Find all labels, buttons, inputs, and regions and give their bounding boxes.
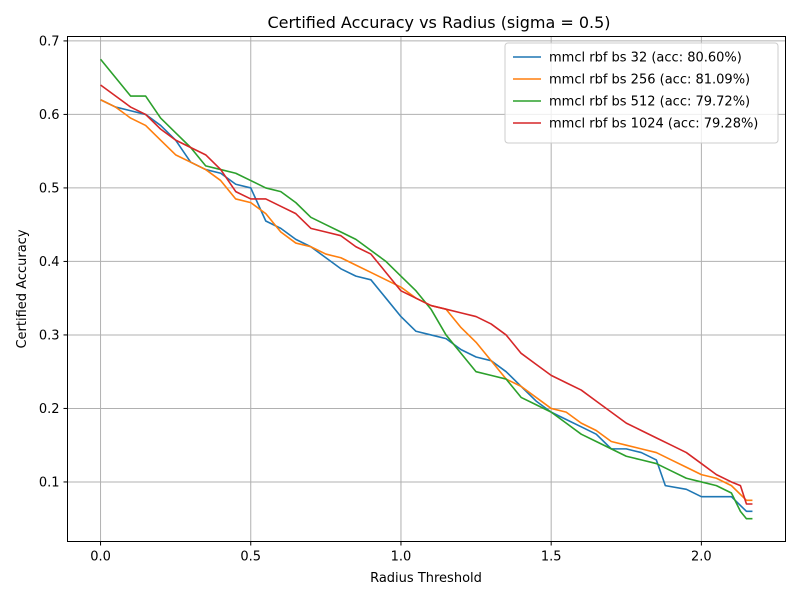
y-tick-label: 0.6 [39, 108, 60, 123]
x-tick-label: 1.0 [391, 550, 412, 565]
y-tick-label: 0.4 [39, 255, 60, 270]
legend-label: mmcl rbf bs 1024 (acc: 79.28%) [549, 117, 758, 132]
series-line-3 [99, 58, 753, 520]
x-tick-label: 0.0 [90, 550, 111, 565]
series-line-1 [100, 99, 753, 513]
x-tick-label: 2.0 [691, 550, 712, 565]
x-tick-label: 1.5 [541, 550, 562, 565]
legend-label: mmcl rbf bs 512 (acc: 79.72%) [549, 95, 750, 110]
y-tick-label: 0.3 [39, 328, 60, 343]
legend: mmcl rbf bs 32 (acc: 80.60%) mmcl rbf bs … [504, 42, 779, 144]
y-tick-label: 0.1 [39, 475, 60, 490]
legend-label: mmcl rbf bs 256 (acc: 81.09%) [549, 73, 750, 88]
x-axis-label: Radius Threshold [370, 571, 482, 586]
series-line-4 [100, 84, 753, 505]
legend-label: mmcl rbf bs 32 (acc: 80.60%) [549, 51, 742, 66]
plot-frame [67, 36, 786, 542]
series-layer [99, 58, 753, 520]
y-tick-label: 0.7 [39, 34, 60, 49]
x-axis: 0.0 0.5 1.0 1.5 2.0 [90, 541, 712, 565]
y-tick-label: 0.2 [39, 402, 60, 417]
legend-box [504, 42, 779, 144]
y-tick-label: 0.5 [39, 181, 60, 196]
chart-title: Certified Accuracy vs Radius (sigma = 0.… [267, 13, 610, 32]
y-axis-label: Certified Accuracy [15, 229, 30, 348]
x-tick-label: 0.5 [240, 550, 261, 565]
y-axis: 0.1 0.2 0.3 0.4 0.5 0.6 0.7 [39, 34, 68, 490]
